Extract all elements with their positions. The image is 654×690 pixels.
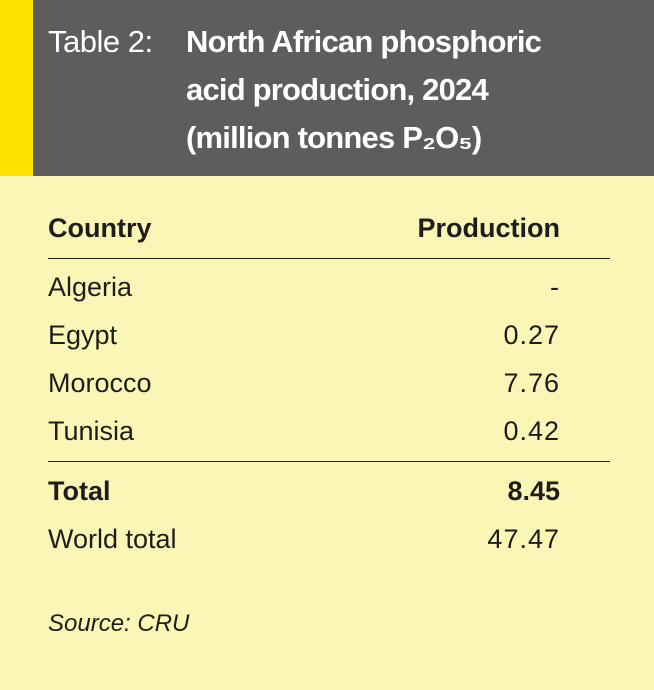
column-header: Country: [48, 213, 152, 243]
country: Egypt: [48, 320, 118, 350]
world-total-value: 47.47: [487, 524, 560, 554]
production: 7.76: [503, 368, 560, 398]
country: Tunisia: [48, 416, 135, 446]
country: Algeria: [48, 272, 133, 302]
production: 0.42: [503, 416, 560, 446]
column-header: Production: [417, 213, 561, 243]
world-total-label: World total: [48, 524, 177, 554]
table-title: (million tonnes P₂O₅): [186, 120, 482, 155]
table-title: acid production, 2024: [186, 72, 489, 107]
table-label: Table 2:: [48, 24, 153, 59]
accent-strip: [0, 0, 33, 176]
country: Morocco: [48, 368, 152, 398]
production: -: [550, 272, 560, 302]
total-label: Total: [48, 476, 111, 506]
total-value: 8.45: [507, 476, 560, 506]
table-title: North African phosphoric: [186, 24, 542, 59]
rule: [48, 258, 610, 259]
header-band: [33, 0, 654, 176]
production: 0.27: [503, 320, 560, 350]
source: Source: CRU: [48, 610, 190, 637]
rule: [48, 461, 610, 462]
